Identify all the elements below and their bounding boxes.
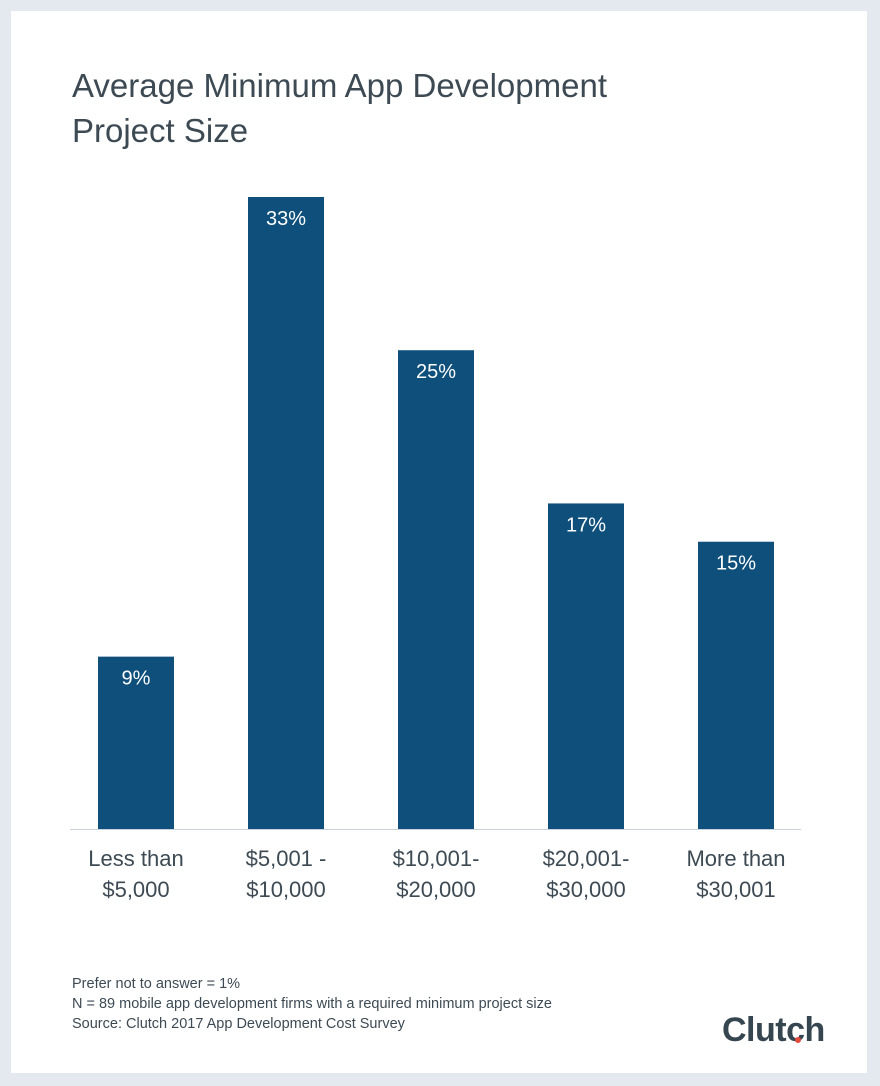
footnote-no-answer: Prefer not to answer = 1% bbox=[72, 976, 241, 992]
chart-title: Average Minimum App Development Project … bbox=[72, 63, 772, 153]
chart-title-line-2: Project Size bbox=[72, 112, 249, 149]
category-label-0-line-1: $5,000 bbox=[102, 877, 169, 902]
bar-2 bbox=[398, 350, 474, 829]
category-label-2-line-1: $20,000 bbox=[396, 877, 476, 902]
bar-value-label-0: 9% bbox=[122, 668, 151, 690]
bar-chart: 9% Less than $5,000 33% $5,001 - $10,000 25% $1… bbox=[70, 197, 801, 902]
bar-value-label-3: 17% bbox=[566, 514, 606, 536]
category-label-2-line-0: $10,001- bbox=[393, 846, 480, 871]
footnote-source: Source: Clutch 2017 App Development Cost… bbox=[72, 1016, 405, 1032]
bar-value-label-2: 25% bbox=[416, 361, 456, 383]
clutch-logo-dot bbox=[795, 1037, 801, 1043]
bar-value-label-4: 15% bbox=[716, 553, 756, 575]
category-label-4-line-0: More than bbox=[686, 846, 785, 871]
category-label-3-line-0: $20,001- bbox=[543, 846, 630, 871]
bar-4 bbox=[698, 541, 774, 829]
category-label-3-line-1: $30,000 bbox=[546, 877, 626, 902]
category-label-1-line-1: $10,000 bbox=[246, 877, 326, 902]
clutch-logo: Clutch bbox=[722, 1011, 825, 1049]
category-label-4-line-1: $30,001 bbox=[696, 877, 776, 902]
bar-3 bbox=[548, 503, 624, 829]
category-label-0-line-0: Less than bbox=[88, 846, 183, 871]
chart-card: Average Minimum App Development Project … bbox=[11, 11, 867, 1073]
bar-1 bbox=[248, 197, 324, 829]
bar-0 bbox=[98, 656, 174, 829]
category-label-1-line-0: $5,001 - bbox=[246, 846, 327, 871]
bar-value-label-1: 33% bbox=[266, 208, 306, 230]
footnotes: Prefer not to answer = 1% N = 89 mobile … bbox=[72, 974, 552, 1034]
footnote-sample-size: N = 89 mobile app development firms with… bbox=[72, 996, 552, 1012]
chart-title-line-1: Average Minimum App Development bbox=[72, 67, 607, 104]
